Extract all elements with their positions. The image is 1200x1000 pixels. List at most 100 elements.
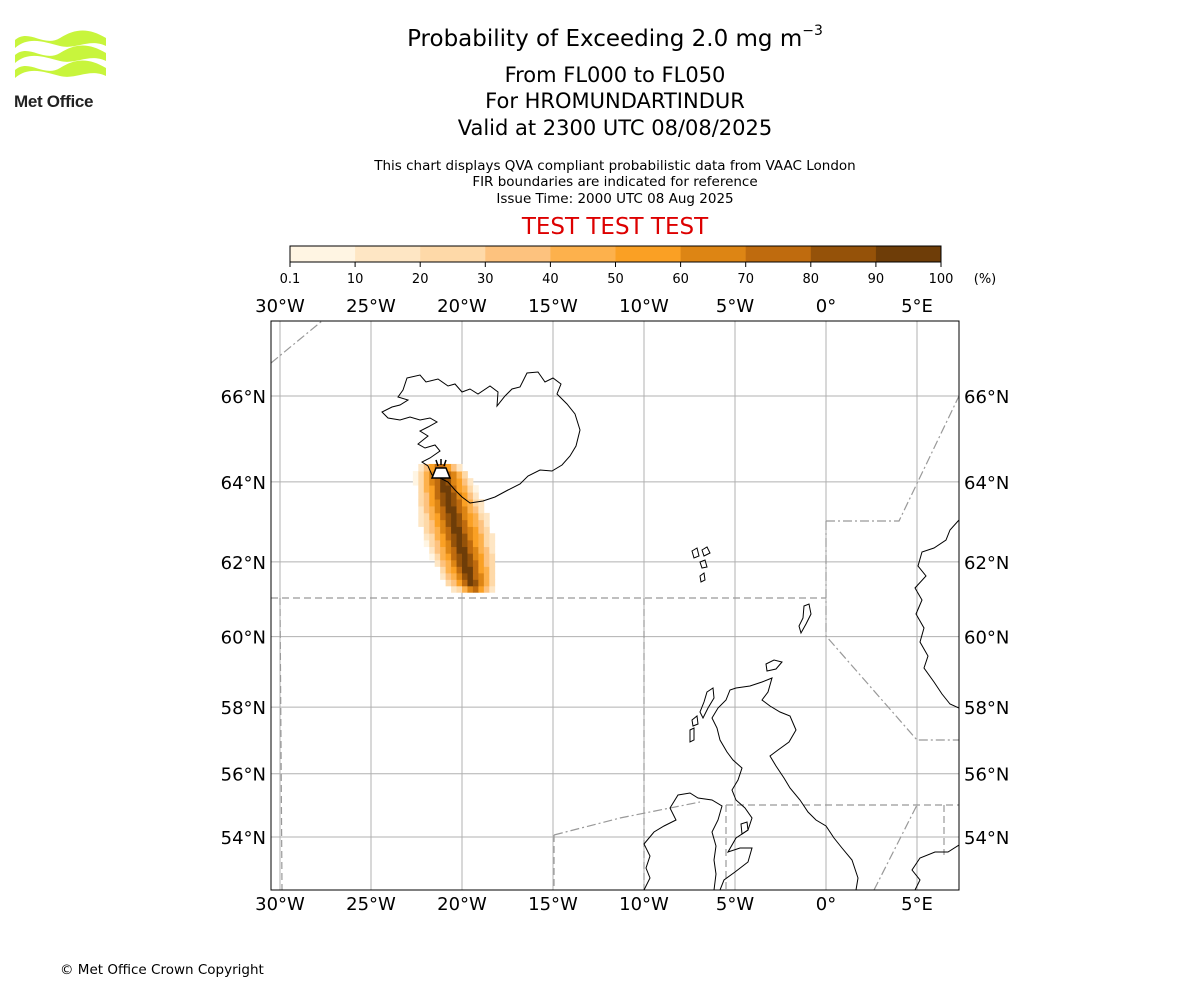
valid-time: Valid at 2300 UTC 08/08/2025 (457, 116, 773, 140)
latitude-label-right: 54°N (964, 828, 1009, 849)
plume-cell (445, 526, 452, 534)
plume-cell (445, 539, 452, 548)
colorbar-tick-label: 50 (607, 272, 624, 287)
colorbar-tick-label: 20 (412, 272, 429, 287)
iceland-coastline (381, 371, 581, 504)
plume-cell (467, 559, 474, 567)
plume-cell (462, 499, 468, 507)
latitude-label-right: 62°N (964, 553, 1009, 574)
plume-cell (440, 566, 447, 574)
plume-cell (462, 519, 468, 527)
plume-cell (472, 579, 479, 587)
colorbar-tick-label: 10 (347, 272, 364, 287)
plume-cell (478, 585, 485, 593)
plume-cell (429, 506, 436, 514)
plume-cell (451, 559, 457, 567)
plume-cell (483, 559, 490, 567)
shetland-islands (798, 603, 812, 635)
plume-cell (445, 512, 452, 521)
plume-cell (483, 512, 490, 521)
plume-cell (472, 533, 479, 541)
latitude-label-left: 56°N (221, 765, 266, 786)
plume-cell (467, 512, 474, 521)
description-note: This chart displays QVA compliant probab… (374, 158, 856, 174)
plume-cell (418, 512, 425, 521)
plume-cell (456, 519, 463, 527)
colorbar-bin (485, 246, 551, 262)
plume-cell (423, 506, 430, 514)
plume-cell (467, 579, 474, 587)
longitude-label-top: 25°W (346, 296, 396, 317)
plume-cell (467, 539, 474, 548)
plume-cell (462, 471, 468, 479)
plume-cell (489, 572, 496, 580)
plume-cell (489, 585, 496, 593)
coastlines (381, 371, 959, 890)
plume-cell (462, 485, 468, 493)
plume-cell (451, 492, 457, 500)
plume-cell (462, 492, 468, 500)
plume-cell (429, 539, 436, 548)
plume-cell (467, 492, 474, 500)
plume-cell (462, 533, 468, 541)
plume-cell (445, 579, 452, 587)
colorbar-tick-label: 70 (737, 272, 754, 287)
denmark-coastline (911, 844, 959, 890)
plume-cell (456, 546, 463, 554)
plume-cell (445, 553, 452, 561)
plume-cell (462, 579, 468, 587)
plume-cell (462, 526, 468, 534)
plume-cell (456, 512, 463, 521)
colorbar-bin (355, 246, 421, 262)
plume-cell (451, 478, 457, 486)
plume-cell (456, 579, 463, 587)
plume-cell (451, 506, 457, 514)
plume-cell (440, 533, 447, 541)
plume-cell (445, 519, 452, 527)
plume-cell (467, 526, 474, 534)
plume-cell (429, 526, 436, 534)
plume-cell (429, 463, 436, 472)
plume-cell (472, 512, 479, 521)
latitude-label-left: 58°N (221, 698, 266, 719)
plume-cell (434, 546, 441, 554)
plume-cell (440, 553, 447, 561)
colorbar-bin (615, 246, 682, 262)
colorbar-tick-label: 100 (929, 272, 954, 287)
fir-boundaries (271, 321, 959, 890)
plume-cell (456, 526, 463, 534)
longitude-label-bottom: 20°W (437, 894, 487, 915)
plume-cell (472, 539, 479, 548)
plume-cell (423, 533, 430, 541)
plume-cell (434, 485, 441, 493)
fir-note: FIR boundaries are indicated for referen… (472, 174, 758, 190)
plume-cell (445, 506, 452, 514)
plume-cell (467, 553, 474, 561)
plume-cell (451, 463, 457, 472)
isle-of-man (740, 821, 749, 835)
met-office-wave-icon (15, 30, 106, 78)
plume-cell (440, 572, 447, 580)
plume-cell (462, 566, 468, 574)
plume-cell (423, 492, 430, 500)
plume-cell (483, 533, 490, 541)
plume-cell (440, 499, 447, 507)
colorbar-bin (745, 246, 812, 262)
plume-cell (445, 572, 452, 580)
plume-cell (440, 512, 447, 521)
colorbar-unit: (%) (974, 272, 997, 287)
plume-cell (483, 553, 490, 561)
plume-cell (451, 499, 457, 507)
chart-title: Probability of Exceeding 2.0 mg m−3 (407, 23, 823, 52)
plume-cell (478, 566, 485, 574)
plume-cell (429, 499, 436, 507)
plume-cell (440, 539, 447, 548)
plume-cell (489, 559, 496, 567)
plume-cell (429, 546, 436, 554)
plume-cell (456, 485, 463, 493)
plume-cell (451, 572, 457, 580)
plume-cell (478, 553, 485, 561)
plume-cell (440, 526, 447, 534)
longitude-label-top: 5°W (716, 296, 754, 317)
longitude-label-bottom: 5°W (716, 894, 754, 915)
